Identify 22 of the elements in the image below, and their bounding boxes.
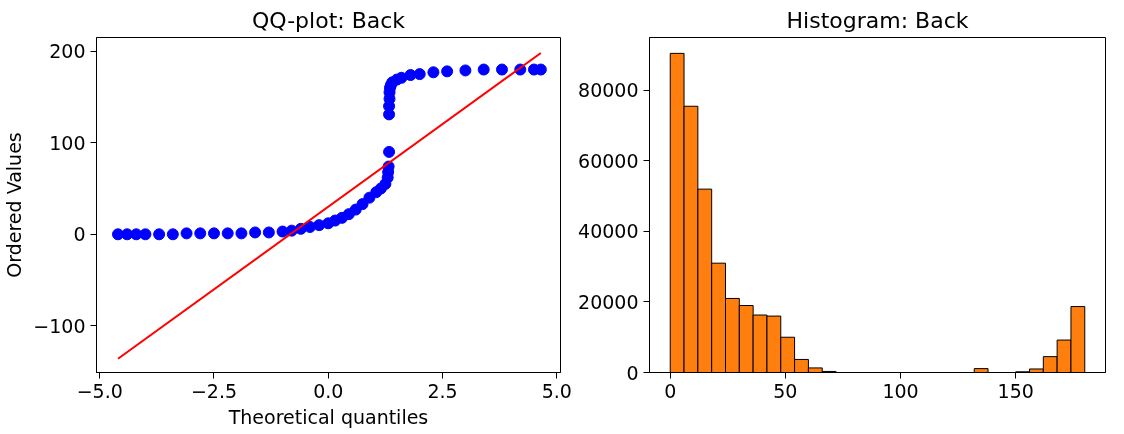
y-axis-title: Ordered Values (3, 132, 26, 278)
y-tick-label: 40000 (578, 220, 639, 243)
x-tick-label: 0.0 (313, 379, 344, 402)
y-tick-label: −100 (33, 314, 86, 337)
x-tick-label: −2.5 (190, 379, 238, 402)
x-tick-label: 100 (882, 379, 919, 402)
chart-title: QQ-plot: Back (251, 7, 406, 33)
x-tick-label: 150 (997, 379, 1034, 402)
y-tick-label: 200 (49, 40, 86, 63)
x-tick-label: 0 (664, 379, 677, 402)
y-tick-label: 100 (49, 131, 86, 154)
y-tick-label: 0 (73, 223, 86, 246)
x-axis-title: Theoretical quantiles (227, 405, 429, 428)
chart-title: Histogram: Back (786, 7, 969, 33)
x-tick-label: −5.0 (76, 379, 123, 402)
y-tick-label: 60000 (578, 149, 639, 172)
x-tick-label: 2.5 (427, 379, 458, 402)
y-tick-label: 80000 (578, 79, 639, 102)
y-tick-label: 20000 (578, 290, 639, 313)
x-tick-label: 5.0 (541, 379, 572, 402)
x-tick-label: 50 (773, 379, 798, 402)
y-tick-label: 0 (626, 361, 639, 384)
